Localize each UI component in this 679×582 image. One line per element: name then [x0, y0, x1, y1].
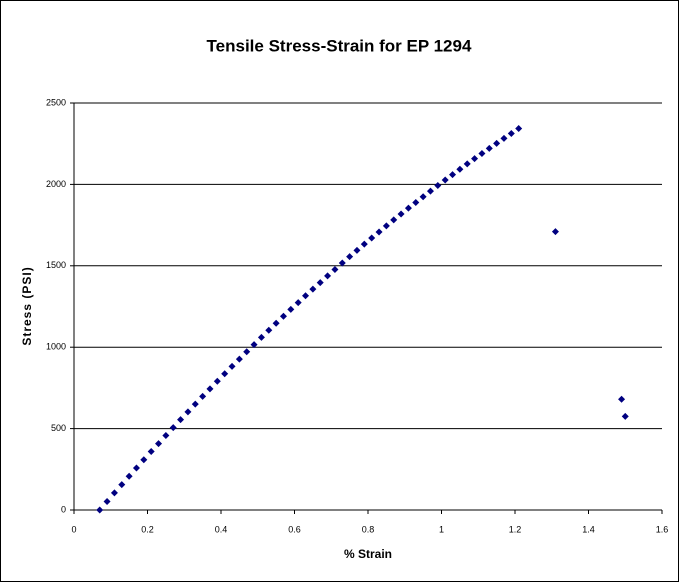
point — [507, 129, 515, 137]
point — [346, 253, 354, 261]
point — [294, 299, 302, 307]
point — [478, 149, 486, 157]
point — [360, 240, 368, 248]
point — [96, 506, 104, 514]
point — [125, 472, 133, 480]
point — [338, 259, 346, 267]
point — [272, 319, 280, 327]
point — [463, 160, 471, 168]
point — [485, 144, 493, 152]
x-tick-label: 0.6 — [288, 524, 301, 534]
point — [375, 228, 383, 236]
x-tick-label: 1 — [439, 524, 444, 534]
point — [353, 246, 361, 254]
point — [147, 448, 155, 456]
point — [434, 182, 442, 190]
x-tick-label: 1.6 — [656, 524, 669, 534]
point — [441, 176, 449, 184]
point — [500, 134, 508, 142]
point — [162, 431, 170, 439]
point — [169, 424, 177, 432]
point — [177, 416, 185, 424]
x-axis-label: % Strain — [344, 547, 392, 561]
point — [132, 464, 140, 472]
point — [368, 234, 376, 242]
point — [265, 326, 273, 334]
point — [551, 228, 559, 236]
point — [419, 193, 427, 201]
point — [243, 348, 251, 356]
x-tick-label: 1.4 — [582, 524, 595, 534]
point — [155, 440, 163, 448]
y-tick-label: 1500 — [46, 260, 66, 270]
point — [471, 155, 479, 163]
point — [199, 392, 207, 400]
x-tick-label: 1.2 — [509, 524, 522, 534]
point — [287, 305, 295, 313]
point — [397, 210, 405, 218]
point — [331, 266, 339, 274]
point — [206, 385, 214, 393]
y-tick-label: 500 — [51, 423, 66, 433]
point — [412, 198, 420, 206]
point — [404, 204, 412, 212]
chart-title: Tensile Stress-Strain for EP 1294 — [207, 36, 472, 55]
y-tick-label: 1000 — [46, 342, 66, 352]
point — [279, 312, 287, 320]
point — [213, 377, 221, 385]
point — [103, 498, 111, 506]
x-tick-label: 0.4 — [215, 524, 228, 534]
point — [324, 272, 332, 280]
point — [390, 216, 398, 224]
point — [250, 341, 258, 349]
point — [618, 395, 626, 403]
point — [235, 355, 243, 363]
point — [184, 408, 192, 416]
x-tick-label: 0.8 — [362, 524, 375, 534]
y-tick-label: 2000 — [46, 179, 66, 189]
point — [493, 139, 501, 147]
y-tick-label: 0 — [61, 504, 66, 514]
point — [118, 481, 126, 489]
x-tick-label: 0.2 — [141, 524, 154, 534]
point — [456, 165, 464, 173]
point — [309, 285, 317, 293]
point — [228, 362, 236, 370]
point — [449, 171, 457, 179]
point — [140, 456, 148, 464]
point — [515, 125, 523, 133]
point — [426, 187, 434, 195]
point — [110, 489, 118, 497]
y-tick-label: 2500 — [46, 97, 66, 107]
y-axis-label: Stress (PSI) — [20, 266, 34, 345]
point — [191, 400, 199, 408]
point — [316, 279, 324, 287]
point — [621, 412, 629, 420]
point — [382, 222, 390, 230]
point — [302, 292, 310, 300]
point — [221, 370, 229, 378]
point — [257, 333, 265, 341]
x-tick-label: 0 — [71, 524, 76, 534]
